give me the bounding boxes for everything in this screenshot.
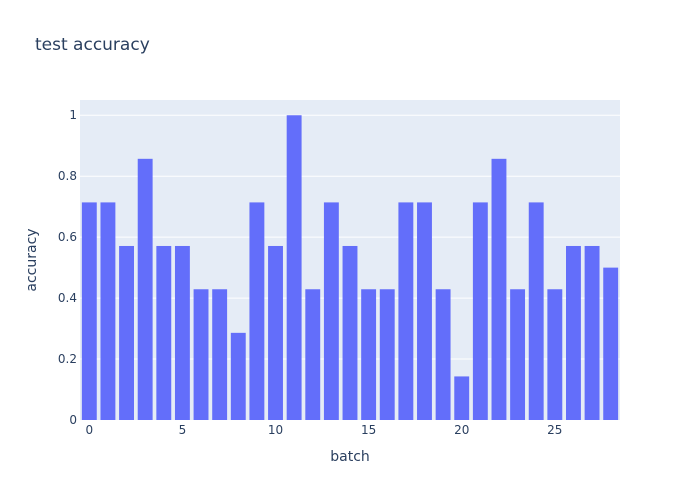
bar-28 — [603, 268, 618, 420]
bar-1 — [100, 202, 115, 420]
x-tick-label: 5 — [179, 423, 187, 437]
bar-8 — [231, 333, 246, 420]
x-tick-label: 0 — [85, 423, 93, 437]
x-tick-label: 20 — [454, 423, 469, 437]
bar-19 — [436, 289, 451, 420]
bar-11 — [287, 115, 302, 420]
bar-23 — [510, 289, 525, 420]
bar-10 — [268, 246, 283, 420]
y-tick-label: 1 — [69, 108, 77, 122]
y-tick-label: 0.8 — [58, 169, 77, 183]
bar-0 — [82, 202, 97, 420]
bar-25 — [547, 289, 562, 420]
bar-4 — [156, 246, 171, 420]
x-tick-label: 10 — [268, 423, 283, 437]
bar-18 — [417, 202, 432, 420]
bar-7 — [212, 289, 227, 420]
x-tick-label: 25 — [547, 423, 562, 437]
bar-20 — [454, 376, 469, 420]
bar-27 — [585, 246, 600, 420]
bar-22 — [492, 159, 507, 420]
bar-6 — [194, 289, 209, 420]
bar-26 — [566, 246, 581, 420]
x-axis-title: batch — [330, 449, 370, 465]
y-tick-label: 0.4 — [58, 291, 77, 305]
bar-15 — [361, 289, 376, 420]
bar-14 — [343, 246, 358, 420]
bar-2 — [119, 246, 134, 420]
bar-16 — [380, 289, 395, 420]
bar-13 — [324, 202, 339, 420]
chart-title: test accuracy — [35, 35, 150, 55]
bar-5 — [175, 246, 190, 420]
bar-17 — [398, 202, 413, 420]
bar-9 — [249, 202, 264, 420]
bar-3 — [138, 159, 153, 420]
y-tick-label: 0.6 — [58, 230, 77, 244]
y-tick-label: 0.2 — [58, 352, 77, 366]
bar-21 — [473, 202, 488, 420]
y-tick-labels: 0 0.2 0.4 0.6 0.8 1 — [58, 108, 77, 427]
bar-24 — [529, 202, 544, 420]
y-tick-label: 0 — [69, 413, 77, 427]
x-tick-labels: 0 5 10 15 20 25 — [85, 423, 562, 437]
y-axis-title: accuracy — [24, 228, 40, 291]
x-tick-label: 15 — [361, 423, 376, 437]
bar-12 — [305, 289, 320, 420]
